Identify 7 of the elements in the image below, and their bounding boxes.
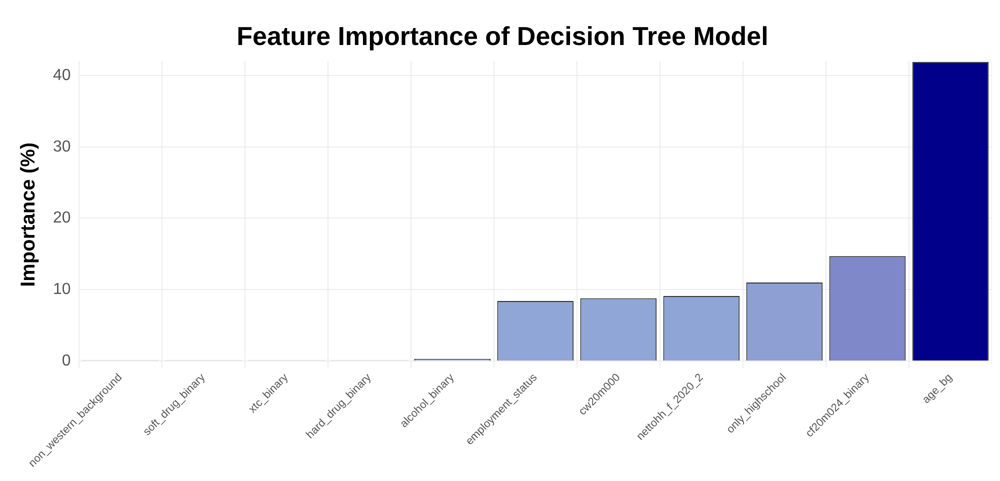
y-tick-label: 10 (53, 281, 71, 298)
y-tick-label: 40 (53, 66, 71, 84)
chart-title: Feature Importance of Decision Tree Model (236, 20, 768, 51)
y-tick-label: 30 (53, 138, 71, 156)
y-axis-title: Importance (%) (18, 142, 40, 287)
y-tick-label: 0 (62, 352, 71, 370)
y-tick-label: 20 (53, 210, 71, 227)
